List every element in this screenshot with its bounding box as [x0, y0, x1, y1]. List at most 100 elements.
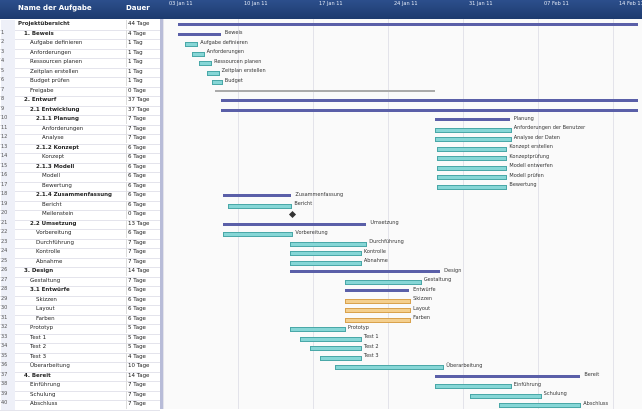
task-name[interactable]: Einführung	[30, 382, 61, 388]
task-row[interactable]: 25 Abnahme 7 Tage	[0, 257, 160, 268]
task-duration[interactable]: 6 Tage	[126, 314, 158, 324]
task-duration[interactable]: 1 Tag	[126, 58, 158, 67]
task-duration[interactable]: 44 Tage	[126, 20, 158, 29]
task-row[interactable]: 23 Durchführung 7 Tage	[0, 238, 160, 249]
task-name[interactable]: 2.1.3 Modell	[36, 163, 75, 170]
summary-bar[interactable]	[178, 32, 221, 36]
task-row[interactable]: 10 2.1.1 Planung 7 Tage	[0, 115, 160, 126]
task-bar[interactable]	[434, 137, 512, 142]
task-duration[interactable]: 7 Tage	[126, 134, 158, 143]
task-row[interactable]: 14 Konzept 6 Tage	[0, 153, 160, 164]
task-row[interactable]: 16 Modell 6 Tage	[0, 172, 160, 183]
task-duration[interactable]: 7 Tage	[126, 276, 158, 286]
task-duration[interactable]: 5 Tage	[126, 333, 158, 343]
summary-bar[interactable]	[220, 108, 639, 112]
task-bar[interactable]	[309, 346, 362, 351]
task-name[interactable]: Abschluss	[30, 401, 58, 407]
task-row[interactable]: 21 2.2 Umsetzung 13 Tage	[0, 219, 160, 230]
task-name[interactable]: Vorbereitung	[36, 230, 72, 236]
task-name[interactable]: Anforderungen	[30, 49, 72, 56]
task-duration[interactable]: 13 Tage	[126, 219, 158, 229]
task-duration[interactable]: 7 Tage	[126, 124, 158, 134]
task-row[interactable]: 22 Vorbereitung 6 Tage	[0, 229, 160, 240]
task-bar[interactable]	[206, 70, 220, 76]
task-row[interactable]: Projektübersicht 44 Tage	[0, 20, 160, 31]
task-row[interactable]: 29 Skizzen 6 Tage	[0, 295, 160, 306]
task-name[interactable]: 2.1.2 Konzept	[36, 144, 79, 151]
task-bar[interactable]	[222, 232, 294, 237]
task-duration[interactable]: 7 Tage	[126, 381, 158, 390]
task-duration[interactable]: 10 Tage	[126, 362, 158, 371]
task-bar[interactable]	[212, 80, 223, 85]
task-duration[interactable]: 7 Tage	[126, 115, 158, 124]
task-duration[interactable]: 5 Tage	[126, 343, 158, 352]
task-name[interactable]: Überarbeitung	[30, 363, 70, 369]
summary-bar[interactable]	[290, 270, 441, 273]
column-header-name[interactable]: Name der Aufgabe	[18, 4, 92, 12]
task-row[interactable]: 27 Gestaltung 7 Tage	[0, 276, 160, 287]
task-bar[interactable]	[436, 146, 508, 152]
task-name[interactable]: Ressourcen planen	[30, 59, 83, 65]
task-row[interactable]: 37 4. Bereit 14 Tage	[0, 371, 160, 382]
task-duration[interactable]: 6 Tage	[126, 295, 158, 305]
task-bar[interactable]	[290, 251, 362, 256]
task-name[interactable]: 4. Bereit	[24, 372, 51, 379]
task-row[interactable]: 28 3.1 Entwürfe 6 Tage	[0, 286, 160, 297]
task-row[interactable]: 4 Ressourcen planen 1 Tag	[0, 58, 160, 69]
task-name[interactable]: Zeitplan erstellen	[30, 68, 79, 75]
task-duration[interactable]: 6 Tage	[126, 305, 158, 314]
task-duration[interactable]: 6 Tage	[126, 172, 158, 181]
task-name[interactable]: 2. Entwurf	[24, 97, 57, 103]
task-bar[interactable]	[191, 51, 205, 57]
task-bar[interactable]	[185, 42, 199, 47]
task-bar[interactable]	[299, 336, 362, 342]
task-name[interactable]: Bericht	[42, 201, 62, 208]
task-duration[interactable]: 4 Tage	[126, 29, 158, 39]
task-bar[interactable]	[290, 327, 346, 332]
column-header-duration[interactable]: Dauer	[126, 4, 150, 12]
task-bar[interactable]	[344, 317, 412, 323]
task-row[interactable]: 12 Analyse 7 Tage	[0, 134, 160, 145]
task-row[interactable]: 24 Kontrolle 7 Tage	[0, 248, 160, 259]
summary-bar[interactable]	[222, 194, 292, 197]
task-row[interactable]: 34 Test 2 5 Tage	[0, 343, 160, 354]
task-duration[interactable]: 7 Tage	[126, 390, 158, 400]
task-row[interactable]: 38 Einführung 7 Tage	[0, 381, 160, 392]
task-row[interactable]: 2 Aufgabe definieren 1 Tag	[0, 39, 160, 50]
task-row[interactable]: 11 Anforderungen 7 Tage	[0, 124, 160, 135]
task-row[interactable]: 18 2.1.4 Zusammenfassung 6 Tage	[0, 191, 160, 202]
task-bar[interactable]	[290, 260, 362, 266]
summary-bar[interactable]	[434, 118, 510, 121]
task-duration[interactable]: 1 Tag	[126, 67, 158, 77]
task-name[interactable]: Durchführung	[36, 239, 75, 246]
task-name[interactable]: Layout	[36, 306, 55, 312]
summary-bar[interactable]	[344, 289, 410, 292]
milestone-marker[interactable]	[289, 210, 297, 219]
task-bar[interactable]	[436, 156, 508, 161]
task-name[interactable]: Prototyp	[30, 325, 54, 331]
task-duration[interactable]: 6 Tage	[126, 153, 158, 162]
task-name[interactable]: Gestaltung	[30, 277, 61, 284]
task-name[interactable]: 2.2 Umsetzung	[30, 220, 77, 227]
task-row[interactable]: 33 Test 1 5 Tage	[0, 333, 160, 344]
task-row[interactable]: 1 1. Beweis 4 Tage	[0, 29, 160, 40]
task-bar[interactable]	[434, 384, 512, 389]
summary-bar[interactable]	[222, 222, 367, 226]
task-name[interactable]: Anforderungen	[42, 125, 84, 132]
task-bar[interactable]	[436, 184, 508, 190]
task-bar[interactable]	[335, 365, 445, 370]
task-duration[interactable]: 7 Tage	[126, 400, 158, 409]
task-bar[interactable]	[290, 241, 368, 247]
task-name[interactable]: Farben	[36, 315, 55, 322]
task-duration[interactable]: 1 Tag	[126, 39, 158, 48]
task-duration[interactable]: 6 Tage	[126, 143, 158, 153]
task-name[interactable]: 2.1.1 Planung	[36, 116, 79, 122]
task-duration[interactable]: 37 Tage	[126, 96, 158, 105]
task-name[interactable]: 3.1 Entwürfe	[30, 287, 70, 293]
task-row[interactable]: 6 Budget prüfen 1 Tag	[0, 77, 160, 88]
task-duration[interactable]: 7 Tage	[126, 248, 158, 257]
task-duration[interactable]: 5 Tage	[126, 324, 158, 333]
task-row[interactable]: 31 Farben 6 Tage	[0, 314, 160, 325]
task-duration[interactable]: 1 Tag	[126, 77, 158, 86]
task-name[interactable]: Projektübersicht	[18, 21, 70, 27]
